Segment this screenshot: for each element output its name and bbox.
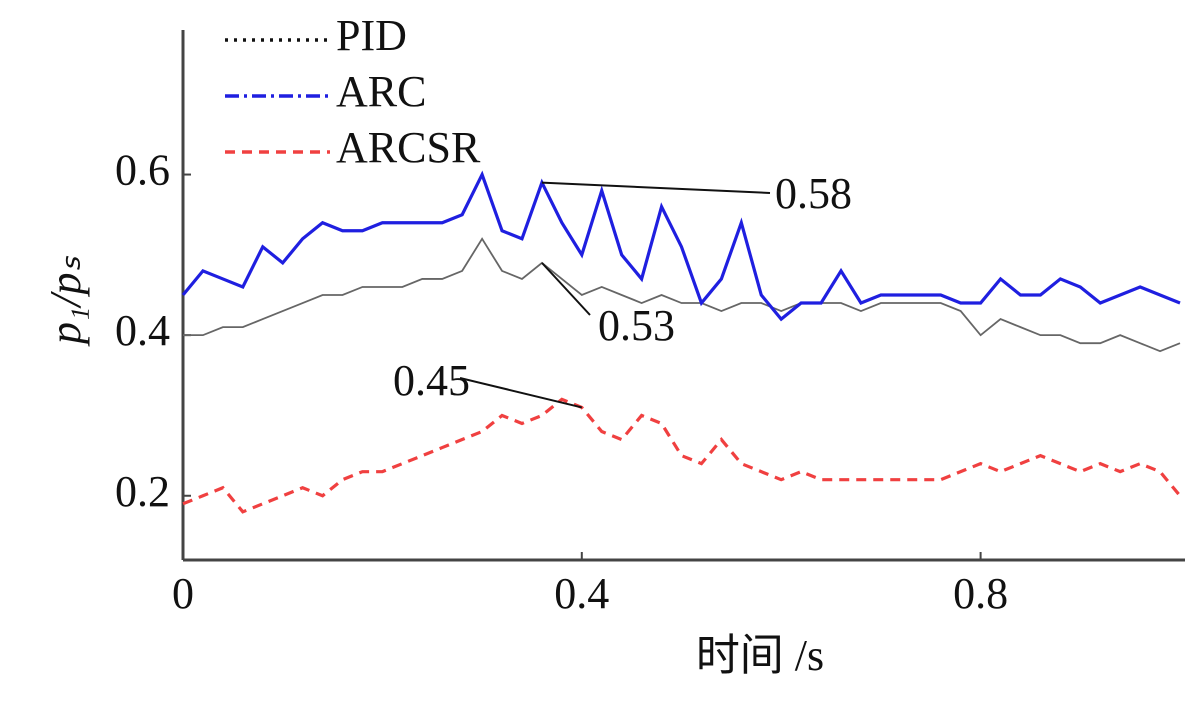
annotation: 0.53 xyxy=(598,301,675,350)
y-tick-label: 0.2 xyxy=(115,467,170,516)
y-axis-label: p₁/pₛ xyxy=(41,255,90,347)
y-tick-label: 0.4 xyxy=(115,306,170,355)
y-tick-label: 0.6 xyxy=(115,146,170,195)
legend-label: ARC xyxy=(336,67,426,116)
annotation-leader xyxy=(541,262,591,316)
annotation: 0.58 xyxy=(775,169,852,218)
series-line xyxy=(182,397,1182,514)
x-tick-label: 0 xyxy=(172,569,194,618)
x-tick-label: 0.4 xyxy=(554,569,609,618)
annotation-leader xyxy=(459,377,583,409)
annotation-leader xyxy=(541,181,771,194)
legend-label: ARCSR xyxy=(336,123,481,172)
x-axis-label: 时间 /s xyxy=(696,631,824,680)
series-line xyxy=(181,170,1181,322)
legend-label: PID xyxy=(336,11,407,60)
series-line xyxy=(183,237,1181,353)
annotation: 0.45 xyxy=(393,356,470,405)
x-tick-label: 0.8 xyxy=(953,569,1008,618)
